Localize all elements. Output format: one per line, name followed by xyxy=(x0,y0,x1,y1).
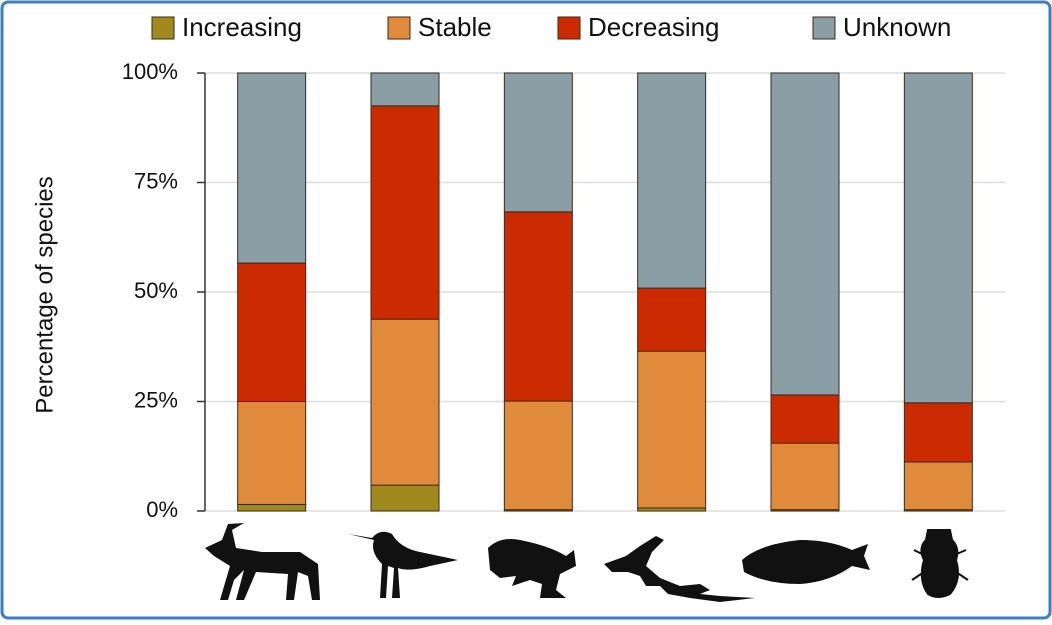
bar-segment xyxy=(903,72,973,404)
y-tick-label: 75% xyxy=(134,168,178,193)
legend-label: Stable xyxy=(418,12,492,42)
bird-icon xyxy=(348,531,458,598)
bar-segment xyxy=(370,72,440,107)
bar-segment xyxy=(237,503,307,512)
bar-segment xyxy=(637,350,707,509)
bar-segment xyxy=(770,72,840,396)
antelope-icon xyxy=(205,523,320,600)
legend-label: Unknown xyxy=(843,12,951,42)
legend-label: Decreasing xyxy=(588,12,720,42)
bar-segment xyxy=(637,287,707,352)
lizard-icon xyxy=(604,536,755,602)
legend-label: Increasing xyxy=(182,12,302,42)
bar-segment xyxy=(503,72,573,213)
icons xyxy=(205,523,969,602)
bar-segment xyxy=(237,72,307,264)
bar-segment xyxy=(237,401,307,505)
fish-icon xyxy=(742,540,870,584)
bar-segment xyxy=(770,394,840,444)
plot-area: 0% 25% 50% 75% 100% xyxy=(122,59,1005,522)
legend-swatch xyxy=(557,16,581,40)
bar-segment xyxy=(770,442,840,511)
y-tick-label: 100% xyxy=(122,59,178,84)
bar-segment xyxy=(370,484,440,512)
legend-swatch xyxy=(812,16,836,40)
bar-segment xyxy=(903,461,973,511)
bar-segment xyxy=(370,105,440,320)
beetle-icon xyxy=(911,529,969,598)
y-tick-label: 50% xyxy=(134,278,178,303)
legend-swatch xyxy=(387,16,411,40)
y-axis-label: Percentage of species xyxy=(31,176,58,413)
y-tick-label: 25% xyxy=(134,387,178,412)
bar-segment xyxy=(503,211,573,402)
legend-swatch xyxy=(151,16,175,40)
bar-segment xyxy=(503,400,573,511)
bar-segment xyxy=(237,262,307,403)
bar-segment xyxy=(370,318,440,486)
bar-segment xyxy=(903,402,973,463)
frog-icon xyxy=(488,539,576,598)
y-tick-label: 0% xyxy=(146,497,178,522)
bar-segment xyxy=(637,72,707,289)
